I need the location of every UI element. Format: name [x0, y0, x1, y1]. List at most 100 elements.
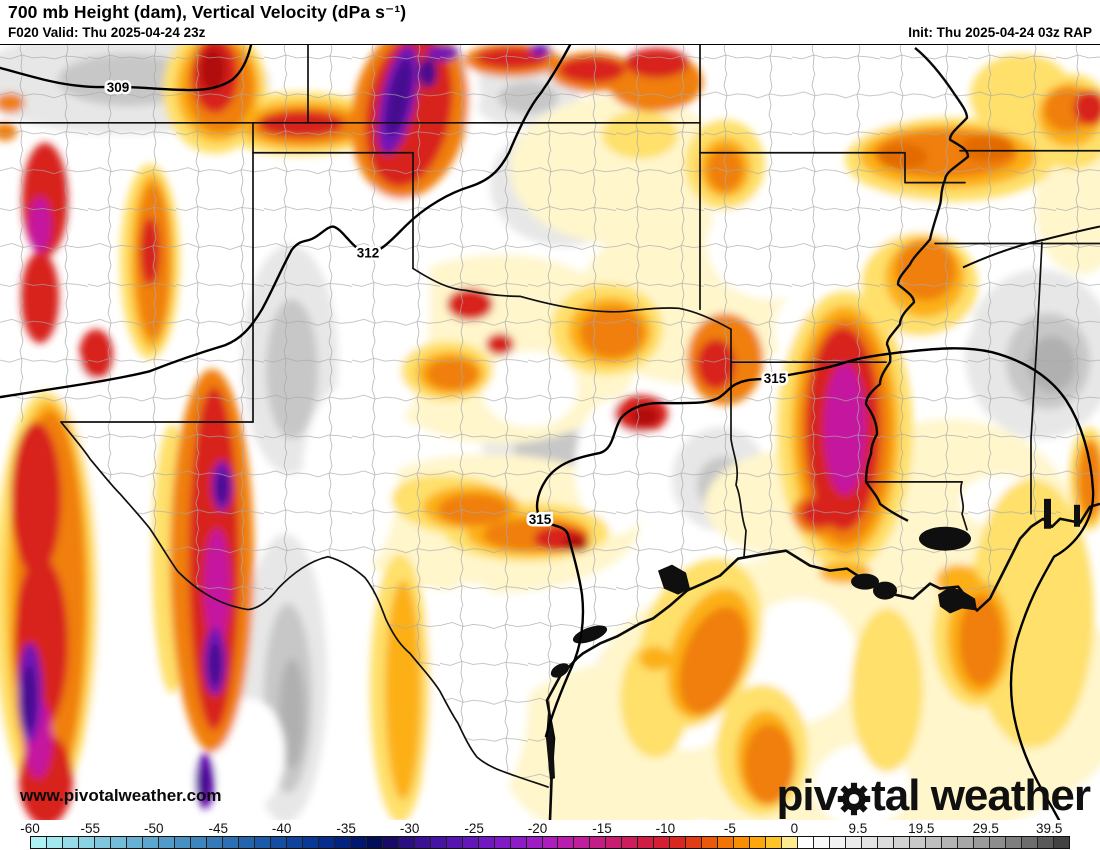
colorbar-cell — [238, 837, 255, 848]
colorbar-cell — [574, 837, 591, 848]
colorbar-cell — [366, 837, 383, 848]
colorbar-cell — [590, 837, 607, 848]
colorbar-cell — [398, 837, 415, 848]
colorbar-cell — [830, 837, 847, 848]
colorbar-cell — [254, 837, 271, 848]
colorbar-cell — [878, 837, 895, 848]
colorbar-cell — [110, 837, 127, 848]
colorbar-cell — [350, 837, 367, 848]
colorbar-tick: -15 — [592, 821, 612, 836]
page-title: 700 mb Height (dam), Vertical Velocity (… — [8, 2, 407, 22]
colorbar-cell — [862, 837, 879, 848]
colorbar-tick: -55 — [80, 821, 101, 836]
colorbar-cell — [142, 837, 159, 848]
map-canvas: 309 312 315 315 — [0, 45, 1100, 820]
colorbar-cell — [158, 837, 175, 848]
colorbar-cell — [62, 837, 79, 848]
colorbar-tick: -5 — [723, 821, 736, 836]
colorbar-cell — [286, 837, 303, 848]
colorbar-cell — [990, 837, 1007, 848]
colorbar-cell — [974, 837, 991, 848]
colorbar-cell — [1054, 837, 1069, 848]
corpus-christi-bay — [550, 663, 570, 678]
colorbar-cell — [382, 837, 399, 848]
colorbar-cell — [718, 837, 735, 848]
colorbar-cell — [1006, 837, 1023, 848]
colorbar-tick: 29.5 — [972, 821, 999, 836]
colorbar-tick: -20 — [527, 821, 548, 836]
colorbar-cell — [782, 837, 799, 848]
height-contours — [0, 45, 1095, 820]
contour-312 — [0, 45, 572, 399]
colorbar-cell — [686, 837, 703, 848]
colorbar-cell — [302, 837, 319, 848]
colorbar-cell — [846, 837, 863, 848]
colorbar-cell — [750, 837, 767, 848]
colorbar-cell — [414, 837, 431, 848]
laguna-madre — [546, 698, 555, 781]
colorbar-cell — [926, 837, 943, 848]
pivotal-weather-logo: piv tal weather — [776, 771, 1091, 820]
colorbar-cell — [510, 837, 527, 848]
colorbar-cell — [638, 837, 655, 848]
colorbar-cell — [78, 837, 95, 848]
colorbar-tick: -35 — [336, 821, 356, 836]
weather-map: 309 312 315 315 — [0, 44, 1100, 822]
colorbar-tick: 19.5 — [908, 821, 935, 836]
contour-label-312: 312 — [357, 245, 380, 260]
colorbar-cell — [318, 837, 335, 848]
colorbar-cell — [126, 837, 143, 848]
gear-icon — [837, 782, 871, 816]
colorbar-cell — [670, 837, 687, 848]
colorbar-cell — [654, 837, 671, 848]
colorbar-cell — [94, 837, 111, 848]
colorbar-cell — [446, 837, 463, 848]
colorbar-tick: -45 — [208, 821, 228, 836]
contour-label-315-north: 315 — [764, 371, 787, 386]
colorbar-cell — [766, 837, 783, 848]
colorbar-tick: -40 — [271, 821, 292, 836]
colorbar-cell — [894, 837, 911, 848]
watermark-url: www.pivotalweather.com — [20, 786, 222, 805]
colorbar-cell — [798, 837, 815, 848]
contour-label-309: 309 — [107, 80, 130, 95]
colorbar-cell — [174, 837, 191, 848]
mississippi-delta — [938, 586, 977, 614]
colorbar-tick: -25 — [464, 821, 484, 836]
mississippi-river — [864, 47, 1100, 522]
colorbar-cell — [942, 837, 959, 848]
colorbar-cell — [478, 837, 495, 848]
colorbar: -60 -55 -50 -45 -40 -35 -30 -25 -20 -15 -10 -5 0 9.5 1… — [0, 820, 1100, 850]
colorbar-tick: -50 — [143, 821, 164, 836]
colorbar-cell — [270, 837, 287, 848]
contour-309 — [0, 45, 253, 92]
colorbar-cell — [542, 837, 559, 848]
colorbar-cell — [606, 837, 623, 848]
mobile-bay — [1044, 498, 1051, 529]
contour-315 — [535, 347, 1095, 820]
colorbar-tick: -10 — [655, 821, 676, 836]
colorbar-cell — [190, 837, 207, 848]
model-init-label: Init: Thu 2025-04-24 03z RAP — [908, 25, 1092, 40]
colorbar-cell — [910, 837, 927, 848]
colorbar-cell — [462, 837, 479, 848]
colorbar-cell — [1038, 837, 1054, 848]
colorbar-cell — [494, 837, 511, 848]
colorbar-tick: 0 — [790, 821, 799, 836]
colorbar-cell — [46, 837, 63, 848]
coastline — [545, 498, 1100, 820]
colorbar-cell — [222, 837, 239, 848]
logo-text-left: piv — [776, 771, 839, 820]
forecast-valid-label: F020 Valid: Thu 2025-04-24 23z — [8, 25, 206, 40]
colorbar-cell — [206, 837, 223, 848]
contour-label-group: 309 312 315 315 — [104, 77, 789, 529]
colorbar-tick: 9.5 — [848, 821, 868, 836]
colorbar-cell — [558, 837, 575, 848]
colorbar-tick: -60 — [20, 821, 40, 836]
colorbar-cell — [702, 837, 719, 848]
state-boundaries — [0, 45, 1100, 788]
colorbar-cell — [958, 837, 975, 848]
map-header: 700 mb Height (dam), Vertical Velocity (… — [0, 0, 1100, 44]
colorbar-cell — [526, 837, 543, 848]
